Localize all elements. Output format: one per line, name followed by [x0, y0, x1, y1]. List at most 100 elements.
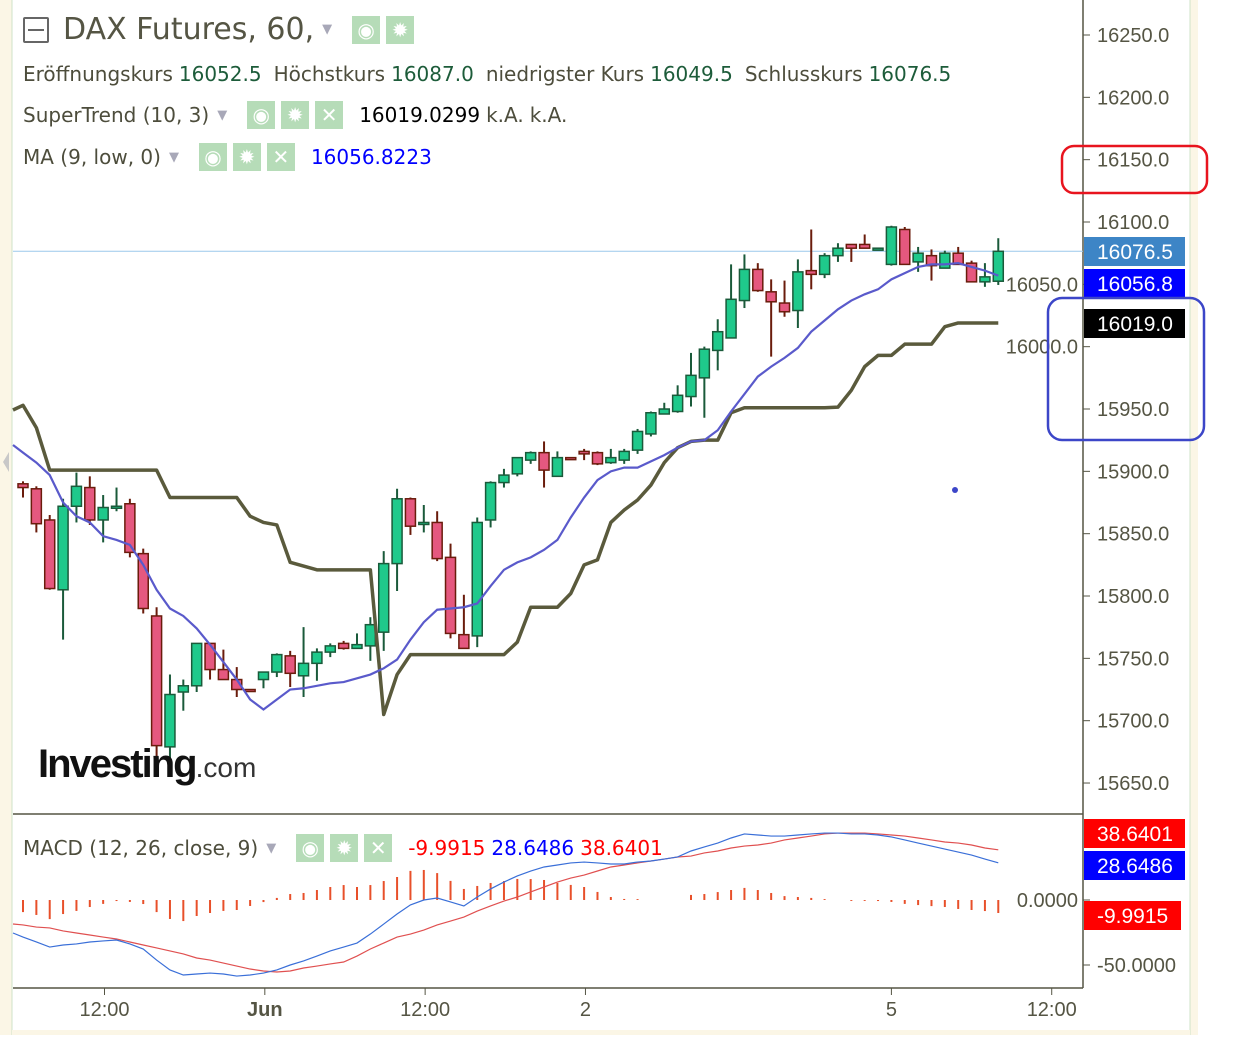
- supertrend-price-label-bg: [1084, 309, 1185, 338]
- candle-body: [899, 228, 911, 266]
- open-value: 16052.5: [178, 62, 262, 86]
- annotation-dot: [952, 487, 958, 493]
- candle: [484, 481, 497, 528]
- supertrend-extra: k.A.: [529, 103, 568, 127]
- candle: [43, 514, 56, 590]
- candle: [150, 607, 163, 761]
- eye-icon[interactable]: ◉: [296, 834, 325, 862]
- close-value: 16076.5: [868, 62, 952, 86]
- close-icon[interactable]: ✕: [364, 834, 393, 862]
- candle-body: [297, 662, 310, 677]
- chart-title: DAX Futures, 60,: [63, 12, 315, 47]
- gear-icon[interactable]: ✹: [281, 101, 310, 129]
- candle: [84, 476, 96, 525]
- time-tick-label: 5: [886, 999, 897, 1021]
- candle: [271, 653, 283, 678]
- caret-down-icon[interactable]: ▼: [217, 107, 228, 123]
- candle-body: [551, 456, 564, 478]
- price-tick-label: 15650.0: [1097, 773, 1169, 795]
- candle-body: [698, 348, 711, 379]
- candle: [70, 472, 83, 523]
- left-edge: [0, 0, 12, 1035]
- candle-body: [952, 252, 964, 266]
- price-tick-label: 16000.0: [1006, 337, 1078, 359]
- candle-body: [124, 503, 136, 554]
- candle: [244, 688, 256, 693]
- candle: [618, 448, 630, 464]
- price-tick-label: 15900.0: [1097, 461, 1169, 483]
- candle: [418, 505, 430, 533]
- candle: [818, 253, 831, 279]
- candle: [57, 498, 69, 640]
- candle: [124, 498, 136, 558]
- candle: [792, 259, 804, 328]
- candle-body: [498, 474, 510, 484]
- time-tick-label: 12:00: [400, 999, 450, 1021]
- candle-body: [752, 268, 764, 292]
- caret-down-icon[interactable]: ▼: [322, 22, 333, 37]
- candle: [431, 511, 443, 562]
- candle: [324, 643, 337, 658]
- candle: [645, 411, 657, 437]
- macd-signal-value: 38.6401: [580, 836, 663, 860]
- ma-price-label: 16056.8: [1097, 273, 1173, 296]
- candle: [671, 385, 684, 413]
- candle-body: [805, 269, 817, 276]
- macd-value: 28.6486: [491, 836, 575, 860]
- candle-body: [257, 671, 270, 681]
- candle-body: [217, 668, 230, 681]
- candle: [899, 226, 911, 266]
- candle-body: [337, 642, 350, 650]
- candles: [17, 225, 1005, 761]
- candle-body: [511, 456, 524, 475]
- candle: [30, 486, 43, 533]
- macd-tick-label: -50.0000: [1097, 955, 1176, 977]
- candle-body: [992, 250, 1005, 282]
- last-price-label-bg: [1084, 237, 1185, 266]
- candle-body: [431, 521, 443, 560]
- candle: [377, 551, 390, 651]
- candle-body: [939, 252, 951, 269]
- eye-icon[interactable]: ◉: [247, 101, 276, 129]
- scroll-left-arrow-icon[interactable]: [3, 452, 9, 472]
- candle-body: [832, 247, 844, 257]
- caret-down-icon[interactable]: ▼: [266, 840, 277, 856]
- gear-icon[interactable]: ✹: [232, 143, 261, 171]
- candle-body: [137, 552, 149, 610]
- eye-icon[interactable]: ◉: [352, 15, 381, 44]
- candle: [765, 279, 777, 357]
- candle-body: [70, 485, 83, 508]
- candle-body: [578, 450, 590, 455]
- candle-body: [979, 276, 991, 283]
- ma-value: 16056.8223: [310, 145, 432, 169]
- candle-body: [605, 456, 617, 464]
- caret-down-icon[interactable]: ▼: [168, 149, 179, 165]
- price-tick-label: 15950.0: [1097, 399, 1169, 421]
- candle: [231, 667, 243, 697]
- candle-body: [444, 556, 457, 635]
- close-icon[interactable]: ✕: [266, 143, 295, 171]
- low-value: 16049.5: [650, 62, 733, 86]
- candle: [164, 674, 176, 761]
- candle-body: [725, 298, 737, 339]
- price-tick-label: 15700.0: [1097, 711, 1169, 733]
- eye-icon[interactable]: ◉: [198, 143, 227, 171]
- gear-icon[interactable]: ✹: [330, 834, 359, 862]
- candle-body: [364, 623, 377, 647]
- price-tick-label: 16100.0: [1097, 212, 1169, 234]
- time-tick-label: 2: [580, 999, 591, 1021]
- candle: [591, 451, 604, 466]
- high-value: 16087.0: [391, 62, 474, 86]
- price-tick-label: 16200.0: [1097, 87, 1169, 109]
- candle-body: [97, 506, 109, 521]
- candle: [685, 352, 697, 407]
- close-icon[interactable]: ✕: [315, 101, 344, 129]
- candle-body: [84, 486, 96, 521]
- gear-icon[interactable]: ✹: [386, 15, 415, 44]
- minus-square-icon[interactable]: [23, 16, 49, 43]
- close-label: Schlusskurs: [744, 62, 863, 86]
- candle: [17, 481, 29, 498]
- macd-tick-label: 0.0000: [1017, 890, 1078, 912]
- candle-body: [324, 645, 337, 653]
